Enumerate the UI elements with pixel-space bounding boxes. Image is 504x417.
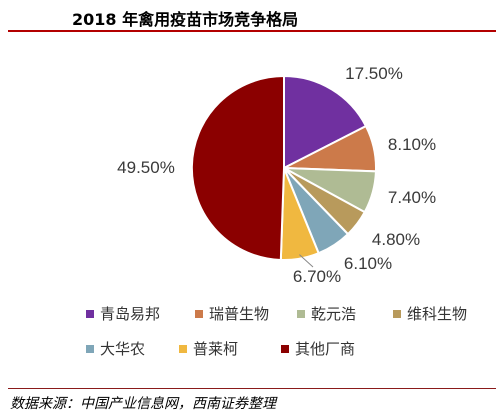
chart-title: 2018 年禽用疫苗市场竞争格局: [72, 10, 299, 29]
source-note: 数据来源：中国产业信息网，西南证券整理: [10, 396, 276, 412]
legend-label-7: 其他厂商: [295, 340, 355, 358]
legend-label-2: 瑞普生物: [209, 305, 269, 323]
legend-swatch-2: [195, 310, 203, 318]
legend-swatch-6: [179, 345, 187, 353]
title-rule: [8, 30, 496, 32]
legend-label-1: 青岛易邦: [100, 305, 160, 323]
legend-label-3: 乾元浩: [311, 305, 356, 323]
legend-swatch-1: [86, 310, 94, 318]
legend-swatch-5: [86, 345, 94, 353]
pie-label-3: 7.40%: [388, 188, 436, 207]
pie-labels: 17.50% 8.10% 7.40% 4.80% 6.10%6.70% 49.50%: [117, 64, 436, 286]
legend-swatch-4: [393, 310, 401, 318]
pie-label-5: 6.10%: [344, 254, 392, 273]
source-rule: [8, 388, 496, 389]
pie-label-6: 6.70%: [293, 267, 341, 286]
pie-label-4: 4.80%: [372, 230, 420, 249]
legend-label-5: 大华农: [100, 340, 145, 358]
leader-line-6: [299, 254, 314, 268]
legend-swatch-7: [281, 345, 289, 353]
legend-label-4: 维科生物: [407, 305, 467, 323]
pie-slice-7: [190, 74, 285, 261]
pie-label-7: 49.50%: [117, 158, 175, 177]
pie-chart: 17.50% 8.10% 7.40% 4.80% 6.10%6.70% 49.50% 青岛…: [86, 64, 467, 358]
legend-label-6: 普莱柯: [193, 340, 238, 358]
pie-slices: [190, 74, 377, 261]
legend-swatch-3: [297, 310, 305, 318]
pie-label-2: 8.10%: [388, 135, 436, 154]
pie-slice-1: [283, 74, 368, 170]
pie-label-1: 17.50%: [345, 64, 403, 83]
